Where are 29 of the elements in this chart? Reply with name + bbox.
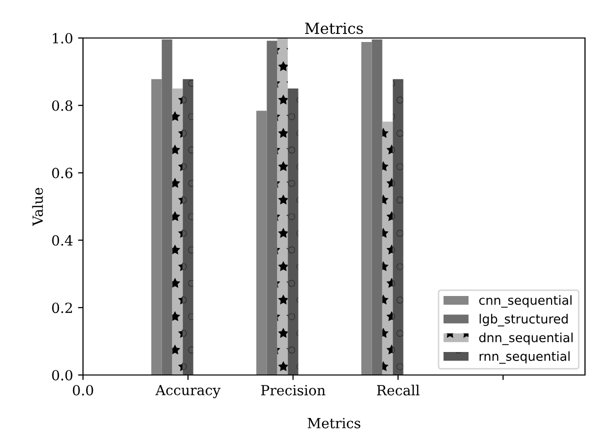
bar	[162, 39, 172, 375]
y-tick-label: 0.4	[52, 235, 73, 246]
legend-label: cnn_sequential	[479, 295, 572, 308]
y-tick-label: 0.2	[52, 302, 72, 314]
bar	[172, 88, 183, 375]
x-tick-label: Precision	[261, 385, 326, 396]
legend-label: rnn_sequential	[480, 351, 570, 364]
bar	[151, 79, 162, 375]
x-tick-label: 0.0	[72, 384, 94, 396]
x-axis-title: Metrics	[308, 418, 360, 428]
legend-label: lgb_structured	[480, 314, 568, 326]
legend-label: dnn_sequential	[479, 332, 573, 346]
y-tick-label: 1.0	[52, 32, 72, 44]
y-tick-label: 0.8	[52, 100, 72, 111]
chart-title: Metrics	[305, 22, 363, 34]
bar	[266, 40, 278, 375]
bar	[361, 42, 372, 375]
bar	[288, 88, 298, 375]
x-tick-label: Recall	[377, 384, 420, 396]
y-axis-title: Value	[32, 188, 43, 226]
bar	[182, 79, 194, 375]
bar	[277, 38, 288, 375]
y-tick-label: 0.0	[52, 370, 72, 380]
x-tick-label: Accuracy	[155, 384, 221, 398]
y-tick-label: 0.6	[52, 168, 72, 178]
bar	[372, 39, 382, 375]
bar	[392, 79, 404, 375]
bar	[382, 122, 393, 375]
bar	[256, 110, 267, 375]
